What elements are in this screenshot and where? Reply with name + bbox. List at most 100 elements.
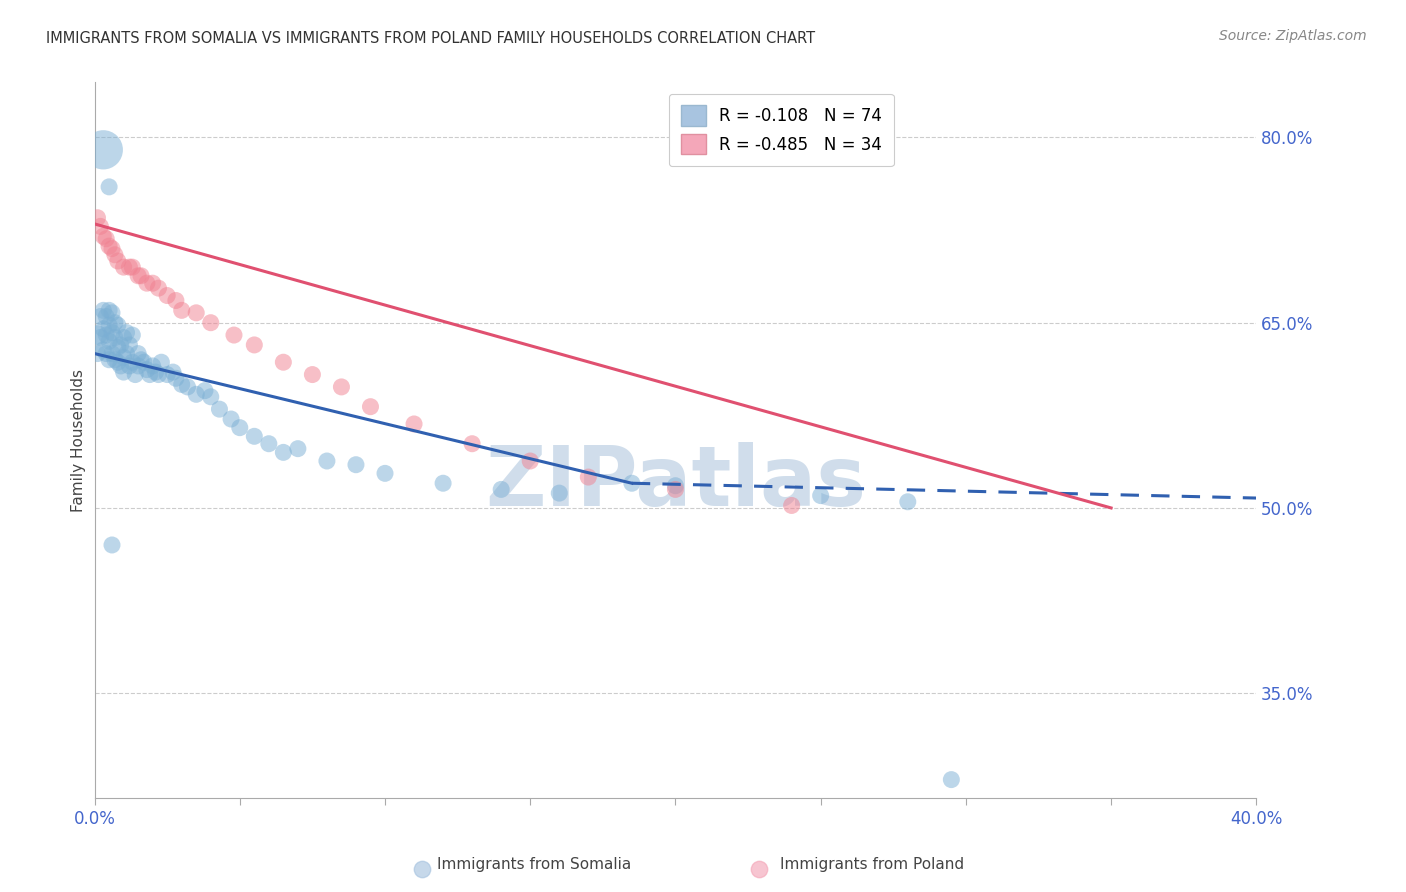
Point [101, 306, 124, 320]
Point [489, 483, 512, 497]
Point [156, 368, 179, 382]
Point [124, 368, 146, 382]
Point [104, 248, 127, 262]
Point [150, 355, 173, 369]
Point [200, 390, 222, 404]
Text: ZIPatlas: ZIPatlas [485, 442, 866, 524]
Point [200, 316, 222, 330]
Point [135, 362, 157, 376]
Point [107, 340, 129, 354]
Point [89, 219, 111, 234]
Point [86, 211, 108, 225]
Point [91, 322, 114, 336]
Point [91, 143, 114, 157]
Point [139, 368, 162, 382]
Point [664, 479, 686, 493]
Point [548, 486, 571, 500]
Point [127, 359, 149, 373]
Point [107, 254, 129, 268]
Point [98, 179, 121, 194]
Point [118, 260, 141, 274]
Point [86, 328, 108, 343]
Point [194, 384, 217, 398]
Point [330, 380, 353, 394]
Point [121, 328, 143, 343]
Point [229, 420, 252, 434]
Point [165, 293, 187, 308]
Point [135, 276, 157, 290]
Point [101, 538, 124, 552]
Point [129, 268, 152, 283]
Point [222, 328, 245, 343]
Legend: R = -0.108   N = 74, R = -0.485   N = 34: R = -0.108 N = 74, R = -0.485 N = 34 [669, 94, 894, 166]
Point [112, 260, 135, 274]
Point [374, 467, 396, 481]
Point [142, 276, 165, 290]
Point [127, 268, 149, 283]
Point [112, 365, 135, 379]
Point [810, 489, 832, 503]
Point [96, 232, 118, 246]
Point [941, 772, 963, 787]
Point [287, 442, 309, 456]
Point [162, 365, 184, 379]
Point [519, 454, 541, 468]
Point [316, 454, 339, 468]
Point [115, 346, 138, 360]
Text: Source: ZipAtlas.com: Source: ZipAtlas.com [1219, 29, 1367, 43]
Point [112, 351, 135, 365]
Point [257, 436, 280, 450]
Point [344, 458, 367, 472]
Point [165, 371, 187, 385]
Point [402, 417, 425, 431]
Point [107, 318, 129, 333]
Point [170, 303, 193, 318]
Text: Immigrants from Poland: Immigrants from Poland [780, 857, 963, 872]
Point [170, 377, 193, 392]
Point [148, 281, 170, 295]
Point [148, 368, 170, 382]
Point [110, 338, 132, 352]
Point [411, 862, 433, 876]
Point [98, 239, 121, 253]
Point [129, 352, 152, 367]
Y-axis label: Family Households: Family Households [72, 368, 86, 511]
Point [432, 476, 454, 491]
Point [243, 429, 266, 443]
Text: IMMIGRANTS FROM SOMALIA VS IMMIGRANTS FROM POLAND FAMILY HOUSEHOLDS CORRELATION : IMMIGRANTS FROM SOMALIA VS IMMIGRANTS FR… [46, 31, 815, 46]
Point [96, 310, 118, 324]
Point [121, 355, 143, 369]
Point [118, 338, 141, 352]
Point [142, 359, 165, 373]
Point [104, 316, 127, 330]
Point [664, 483, 686, 497]
Point [273, 445, 295, 459]
Point [219, 412, 242, 426]
Point [98, 318, 121, 333]
Point [96, 346, 118, 360]
Point [86, 346, 108, 360]
Point [107, 355, 129, 369]
Point [101, 326, 124, 340]
Point [301, 368, 323, 382]
Point [461, 436, 484, 450]
Point [186, 306, 208, 320]
Point [110, 359, 132, 373]
Point [98, 303, 121, 318]
Point [156, 288, 179, 302]
Point [98, 352, 121, 367]
Point [176, 380, 198, 394]
Point [127, 346, 149, 360]
Point [89, 310, 111, 324]
Point [112, 330, 135, 344]
Point [208, 402, 231, 417]
Point [104, 330, 127, 344]
Point [748, 862, 770, 876]
Point [360, 400, 382, 414]
Point [132, 355, 155, 369]
Point [98, 334, 121, 349]
Point [89, 330, 111, 344]
Point [118, 359, 141, 373]
Point [101, 242, 124, 256]
Text: Immigrants from Somalia: Immigrants from Somalia [437, 857, 631, 872]
